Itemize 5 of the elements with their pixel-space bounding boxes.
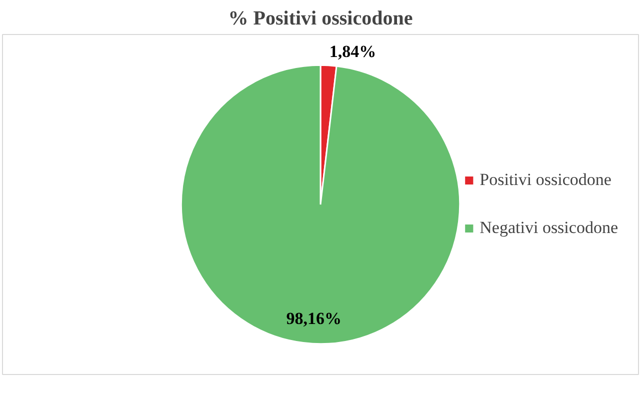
legend-label: Positivi ossicodone bbox=[480, 170, 612, 190]
chart-title: % Positivi ossicodone bbox=[228, 8, 413, 30]
data-label: 1,84% bbox=[329, 42, 376, 61]
data-label: 98,16% bbox=[286, 309, 342, 328]
legend-label: Negativi ossicodone bbox=[480, 218, 618, 238]
